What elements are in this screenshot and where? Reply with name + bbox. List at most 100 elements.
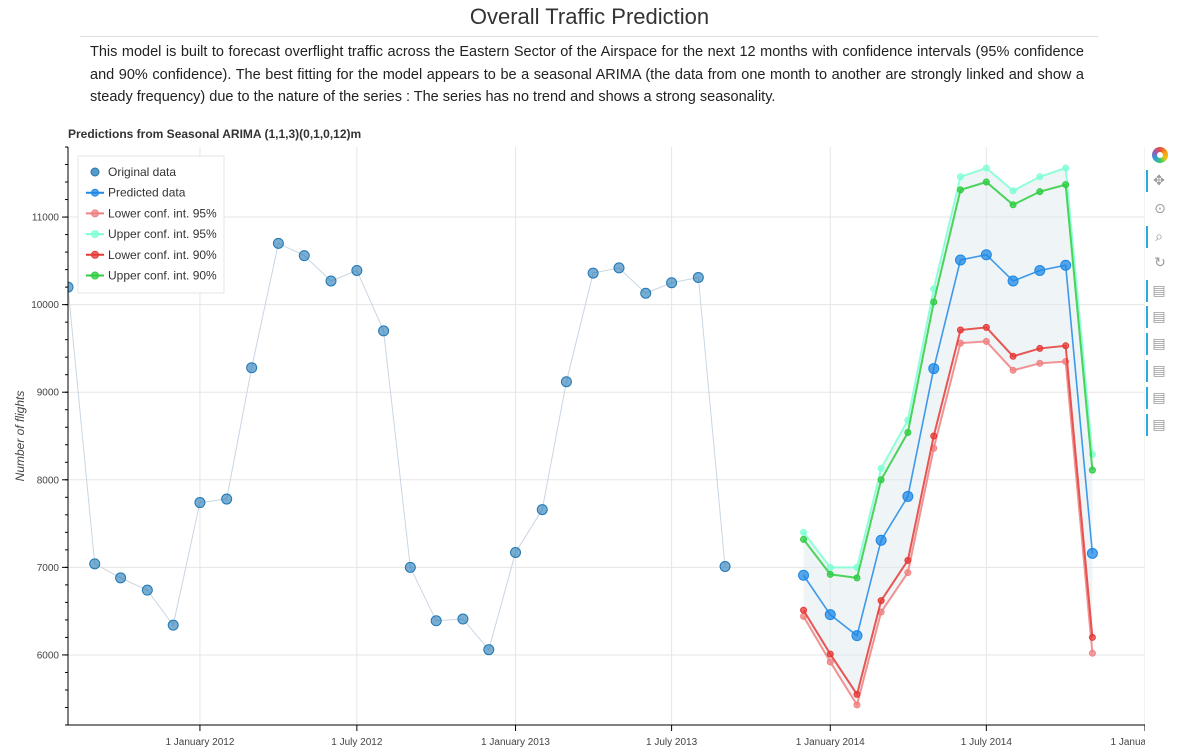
chart-title: Predictions from Seasonal ARIMA (1,1,3)(… <box>68 127 361 141</box>
predicted-data-point[interactable] <box>1060 259 1072 271</box>
reset-tool-icon[interactable]: ↻ <box>1154 255 1166 271</box>
lower-conf-int-95-point[interactable] <box>826 658 834 666</box>
original-data-point[interactable] <box>298 250 310 262</box>
y-tick-label: 11000 <box>32 213 60 224</box>
hover-tool-icon-3[interactable]: ▤ <box>1146 333 1170 355</box>
original-data-point[interactable] <box>430 615 442 627</box>
wheel-zoom-icon[interactable]: ⊙ <box>1154 201 1166 217</box>
predicted-data-point[interactable] <box>1086 547 1098 559</box>
lower-conf-int-90-point[interactable] <box>800 606 808 614</box>
predicted-data-point[interactable] <box>824 609 836 621</box>
original-data-point[interactable] <box>719 560 731 572</box>
original-data-point[interactable] <box>560 376 572 388</box>
predicted-data-point[interactable] <box>980 249 992 261</box>
predicted-data-point[interactable] <box>798 569 810 581</box>
legend-item-label: Lower conf. int. 95% <box>108 206 217 220</box>
lower-conf-int-90-point[interactable] <box>956 326 964 334</box>
original-data-point[interactable] <box>221 493 233 505</box>
original-data-point[interactable] <box>351 264 363 276</box>
upper-conf-int-95-point[interactable] <box>1036 173 1044 181</box>
lower-conf-int-90-point[interactable] <box>853 690 861 698</box>
upper-conf-int-90-point[interactable] <box>1009 201 1017 209</box>
predicted-data-point[interactable] <box>1034 264 1046 276</box>
legend-item-label: Upper conf. int. 95% <box>108 227 217 241</box>
legend-box <box>77 155 225 294</box>
original-data-point[interactable] <box>640 287 652 299</box>
x-tick-label: 1 July 2012 <box>331 737 383 748</box>
original-data-point[interactable] <box>457 613 469 625</box>
original-data-point[interactable] <box>63 281 74 293</box>
original-data-point[interactable] <box>89 558 101 570</box>
original-data-point[interactable] <box>404 561 416 573</box>
predicted-data-point[interactable] <box>928 363 940 375</box>
lower-conf-int-95-point[interactable] <box>904 569 912 577</box>
upper-conf-int-95-point[interactable] <box>877 464 885 472</box>
forecast-chart[interactable]: Predictions from Seasonal ARIMA (1,1,3)(… <box>0 120 1145 750</box>
model-description: This model is built to forecast overflig… <box>90 44 1084 105</box>
original-data-point[interactable] <box>692 271 704 283</box>
hover-tool-icon-4[interactable]: ▤ <box>1146 360 1170 382</box>
legend-swatch-marker <box>91 209 99 218</box>
original-data-point[interactable] <box>378 325 390 337</box>
lower-conf-int-90-point[interactable] <box>877 597 885 605</box>
y-tick-label: 9000 <box>37 388 60 399</box>
upper-conf-int-90-point[interactable] <box>800 535 808 543</box>
upper-conf-int-90-point[interactable] <box>1036 188 1044 196</box>
page-title: Overall Traffic Prediction <box>469 4 710 29</box>
lower-conf-int-90-point[interactable] <box>904 556 912 564</box>
upper-conf-int-95-point[interactable] <box>1009 187 1017 195</box>
upper-conf-int-95-point[interactable] <box>800 528 808 536</box>
original-data-point[interactable] <box>613 262 625 274</box>
lower-conf-int-90-point[interactable] <box>930 432 938 440</box>
lower-conf-int-95-point[interactable] <box>1036 359 1044 367</box>
lower-conf-int-90-point[interactable] <box>1062 342 1070 350</box>
upper-conf-int-90-point[interactable] <box>904 428 912 436</box>
hover-tool-icon-6[interactable]: ▤ <box>1146 414 1170 436</box>
lower-conf-int-90-point[interactable] <box>1009 352 1017 360</box>
original-data-point[interactable] <box>167 619 179 631</box>
upper-conf-int-95-point[interactable] <box>826 563 834 571</box>
original-data-point[interactable] <box>483 644 495 656</box>
predicted-data-point[interactable] <box>1007 275 1019 287</box>
upper-conf-int-90-point[interactable] <box>930 298 938 306</box>
lower-conf-int-90-point[interactable] <box>982 323 990 331</box>
lower-conf-int-95-point[interactable] <box>1009 366 1017 374</box>
upper-conf-int-95-point[interactable] <box>956 173 964 181</box>
upper-conf-int-90-point[interactable] <box>1088 466 1096 474</box>
predicted-data-point[interactable] <box>954 254 966 266</box>
original-data-point[interactable] <box>510 546 522 558</box>
upper-conf-int-95-point[interactable] <box>1062 164 1070 172</box>
original-data-point[interactable] <box>272 237 284 249</box>
predicted-data-point[interactable] <box>875 534 887 546</box>
y-tick-label: 7000 <box>37 563 60 574</box>
predicted-data-point[interactable] <box>902 490 914 502</box>
lower-conf-int-95-point[interactable] <box>1088 649 1096 657</box>
original-data-point[interactable] <box>194 497 206 509</box>
upper-conf-int-90-line <box>802 180 1094 579</box>
lower-conf-int-90-point[interactable] <box>1088 633 1096 641</box>
original-data-point[interactable] <box>536 504 548 516</box>
lower-conf-int-90-point[interactable] <box>1036 344 1044 352</box>
hover-tool-icon-2[interactable]: ▤ <box>1146 306 1170 328</box>
hover-tool-icon-1[interactable]: ▤ <box>1146 280 1170 302</box>
upper-conf-int-90-point[interactable] <box>1062 181 1070 189</box>
original-data-point[interactable] <box>246 362 258 374</box>
original-data-point[interactable] <box>115 572 127 584</box>
original-data-point[interactable] <box>666 277 678 289</box>
upper-conf-int-90-point[interactable] <box>853 574 861 582</box>
upper-conf-int-95-point[interactable] <box>982 164 990 172</box>
upper-conf-int-90-point[interactable] <box>956 186 964 194</box>
original-data-point[interactable] <box>325 275 337 287</box>
upper-conf-int-90-point[interactable] <box>982 178 990 186</box>
hover-tool-icon-5[interactable]: ▤ <box>1146 387 1170 409</box>
upper-conf-int-90-point[interactable] <box>877 476 885 484</box>
original-data-point[interactable] <box>141 584 153 596</box>
upper-conf-int-90-point[interactable] <box>826 570 834 578</box>
lower-conf-int-95-point[interactable] <box>982 337 990 345</box>
predicted-data-point[interactable] <box>851 630 863 642</box>
pan-tool-icon[interactable]: ✥ <box>1146 170 1170 192</box>
lower-conf-int-95-point[interactable] <box>853 701 861 709</box>
lower-conf-int-90-point[interactable] <box>826 650 834 658</box>
original-data-point[interactable] <box>587 267 599 279</box>
box-zoom-icon[interactable]: ⌕ <box>1146 226 1170 248</box>
